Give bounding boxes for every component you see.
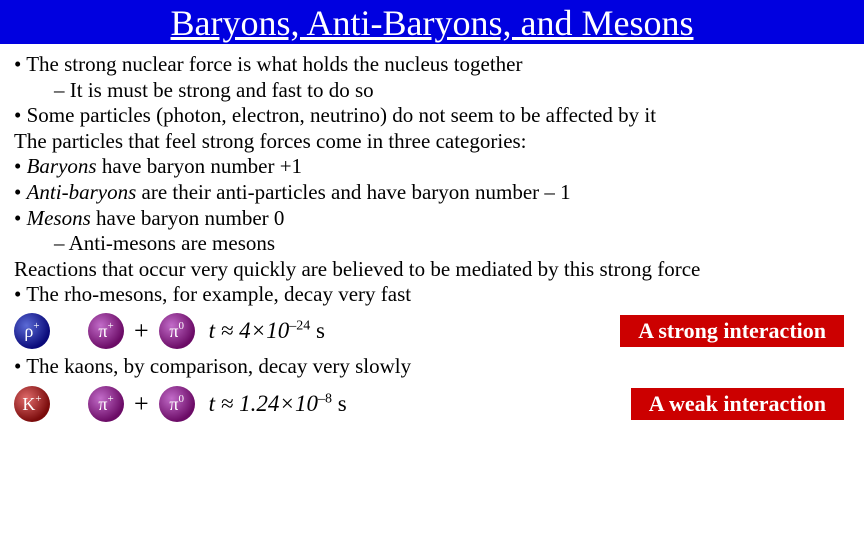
weak-interaction-box: A weak interaction xyxy=(631,388,844,420)
particle-pi-plus-2: π+ xyxy=(88,386,124,422)
particle-pi-plus-1: π+ xyxy=(88,313,124,349)
equation-1: t ≈ 4×10–24 s xyxy=(203,318,325,344)
particle-rho-plus: ρ+ xyxy=(14,313,50,349)
line-reactions: Reactions that occur very quickly are be… xyxy=(14,257,850,283)
line-categories: The particles that feel strong forces co… xyxy=(14,129,850,155)
bullet-1: The strong nuclear force is what holds t… xyxy=(14,52,850,78)
bullet-3c1: Anti-mesons are mesons xyxy=(14,231,850,257)
bullet-4: The rho-mesons, for example, decay very … xyxy=(14,282,850,308)
bullet-2: Some particles (photon, electron, neutri… xyxy=(14,103,850,129)
plus-sign-2: + xyxy=(132,389,151,419)
reaction-row-2: K+ π+ + π0 t ≈ 1.24×10–8 s A weak intera… xyxy=(14,385,864,423)
bullet-3c: Mesons have baryon number 0 xyxy=(14,206,850,232)
plus-sign-1: + xyxy=(132,316,151,346)
particle-k-plus: K+ xyxy=(14,386,50,422)
strong-interaction-box: A strong interaction xyxy=(620,315,844,347)
title-bar: Baryons, Anti-Baryons, and Mesons xyxy=(0,0,864,44)
bullet-3a: Baryons have baryon number +1 xyxy=(14,154,850,180)
equation-2: t ≈ 1.24×10–8 s xyxy=(203,391,347,417)
bullet-5: The kaons, by comparison, decay very slo… xyxy=(0,352,864,381)
content-area: The strong nuclear force is what holds t… xyxy=(0,44,864,308)
page-title: Baryons, Anti-Baryons, and Mesons xyxy=(171,3,694,43)
particle-pi-zero-2: π0 xyxy=(159,386,195,422)
bullet-1a: It is must be strong and fast to do so xyxy=(14,78,850,104)
bullet-3b: Anti-baryons are their anti-particles an… xyxy=(14,180,850,206)
particle-pi-zero-1: π0 xyxy=(159,313,195,349)
reaction-row-1: ρ+ π+ + π0 t ≈ 4×10–24 s A strong intera… xyxy=(14,312,864,350)
